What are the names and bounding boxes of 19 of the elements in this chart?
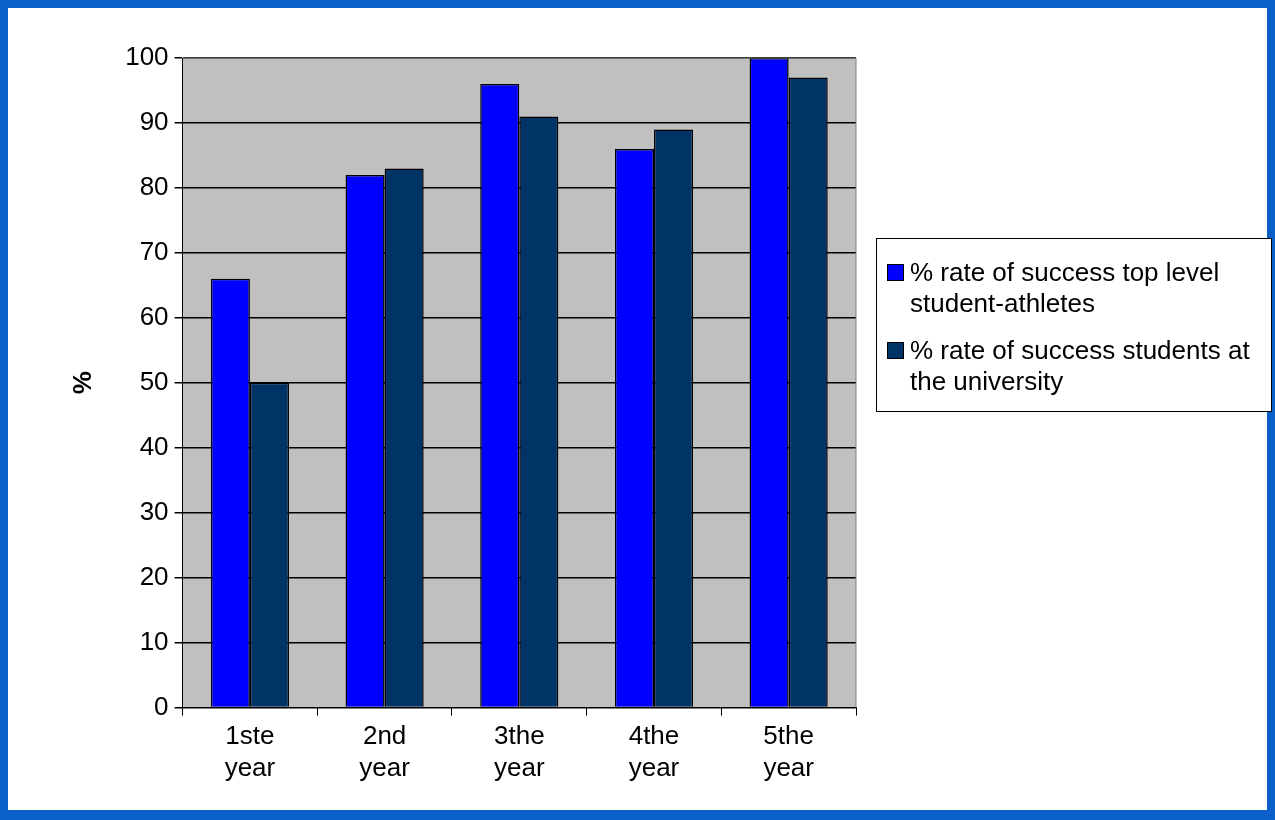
y-tick-label: 30 xyxy=(139,495,169,526)
y-tick-label: 100 xyxy=(125,41,169,72)
y-tick-label: 0 xyxy=(154,690,169,721)
y-tick-label: 90 xyxy=(139,106,169,137)
x-tick-label: 5the year xyxy=(763,720,815,782)
x-tick-label: 4the year xyxy=(628,720,680,782)
y-tick-label: 80 xyxy=(139,171,169,202)
legend-label: % rate of success top level student-athletes xyxy=(910,257,1221,319)
y-tick-label: 10 xyxy=(139,625,169,656)
y-axis-title: % xyxy=(66,371,97,395)
y-tick-label: 60 xyxy=(139,301,169,332)
y-tick-label: 40 xyxy=(139,430,169,461)
legend-label: % rate of success students at the university xyxy=(910,335,1251,397)
x-tick-label: 1ste year xyxy=(224,720,276,782)
x-tick-label: 2nd year xyxy=(359,720,411,782)
y-tick-label: 50 xyxy=(139,365,169,396)
y-tick-label: 70 xyxy=(139,236,169,267)
y-tick-label: 20 xyxy=(139,560,169,591)
x-tick-label: 3the year xyxy=(493,720,545,782)
